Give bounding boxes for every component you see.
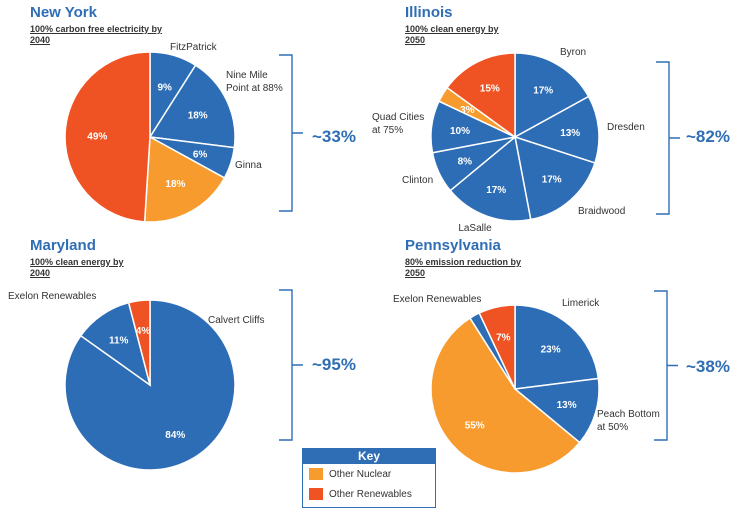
il-slice-label-0: 17% (533, 85, 553, 96)
il-total: ~82% (686, 127, 730, 146)
ny-slice-label-3: 18% (165, 179, 185, 190)
pa-slice-1 (513, 377, 600, 444)
pa-total: ~38% (686, 357, 730, 376)
md-bracket (279, 289, 303, 441)
pa-plant-label-0: Limerick (562, 298, 600, 309)
il-title: Illinois (405, 4, 453, 21)
pa-slice-label-4: 7% (496, 333, 511, 344)
pa-plant-label-1: Peach Bottom at 50% (597, 409, 660, 433)
il-slice-label-1: 13% (560, 128, 580, 139)
il-slice-1 (513, 95, 600, 164)
il-slice-2 (514, 135, 596, 221)
il-plant-label-0: Byron (560, 47, 586, 58)
ny-slice-label-4: 49% (87, 131, 107, 142)
il-goal: 100% clean energy by 2050 (405, 24, 499, 45)
il-plant-label-2: Braidwood (578, 206, 625, 217)
ny-title: New York (30, 4, 97, 21)
ny-plant-label-2: Ginna (235, 160, 262, 171)
pa-bracket (654, 290, 678, 441)
pa-slice-label-2: 55% (465, 421, 485, 432)
ny-slice-3 (143, 135, 226, 223)
pa-plant-label-3: Exelon Renewables (393, 294, 481, 305)
key-legend: Key Other Nuclear Other Renewables (302, 448, 436, 508)
il-slice-7 (445, 52, 516, 139)
pa-slice-label-1: 13% (557, 400, 577, 411)
il-slice-label-5: 10% (450, 126, 470, 137)
md-slice-label-2: 4% (136, 326, 151, 337)
il-slice-label-2: 17% (542, 175, 562, 186)
il-slice-3 (449, 135, 532, 222)
md-slice-2 (127, 299, 151, 386)
ny-slice-1 (148, 64, 236, 149)
md-goal: 100% clean energy by 2040 (30, 257, 124, 278)
il-slice-label-7: 15% (480, 84, 500, 95)
il-slice-label-6: 3% (460, 105, 475, 116)
il-slice-label-3: 17% (486, 185, 506, 196)
il-slice-0 (514, 52, 590, 139)
key-item-other-nuclear: Other Nuclear (303, 464, 435, 484)
il-plant-label-1: Dresden (607, 122, 645, 133)
il-plant-label-5: Quad Cities at 75% (372, 112, 424, 136)
other-renewables-swatch (309, 488, 323, 500)
ny-slice-label-2: 6% (193, 149, 208, 160)
md-plant-label-1: Exelon Renewables (8, 291, 96, 302)
key-label-other-nuclear: Other Nuclear (329, 468, 392, 480)
pa-goal: 80% emission reduction by 2050 (405, 257, 522, 278)
ny-bracket (279, 54, 303, 212)
md-total: ~95% (312, 355, 356, 374)
ny-slice-4 (64, 51, 151, 223)
pa-slice-4 (478, 304, 516, 390)
other-nuclear-swatch (309, 468, 323, 480)
pa-slice-0 (514, 304, 600, 390)
ny-slice-label-0: 9% (157, 82, 172, 93)
il-plant-label-3: LaSalle (458, 223, 492, 234)
il-slice-label-4: 8% (458, 157, 473, 168)
key-title: Key (303, 449, 435, 464)
ny-total: ~33% (312, 127, 356, 146)
md-title: Maryland (30, 237, 96, 254)
ny-plant-label-0: FitzPatrick (170, 42, 218, 53)
pa-slice-label-0: 23% (541, 345, 561, 356)
md-slice-label-0: 84% (165, 430, 185, 441)
il-plant-label-4: Clinton (402, 175, 433, 186)
ny-goal: 100% carbon free electricity by 2040 (30, 24, 163, 45)
key-label-other-renewables: Other Renewables (329, 488, 412, 500)
pa-title: Pennsylvania (405, 237, 501, 254)
key-item-other-renewables: Other Renewables (303, 484, 435, 504)
il-bracket (656, 61, 680, 215)
md-slice-label-1: 11% (109, 336, 129, 347)
ny-plant-label-1: Nine Mile Point at 88% (226, 70, 283, 94)
ny-slice-label-1: 18% (188, 111, 208, 122)
pa-slice-2 (430, 317, 581, 474)
md-plant-label-0: Calvert Cliffs (208, 315, 265, 326)
